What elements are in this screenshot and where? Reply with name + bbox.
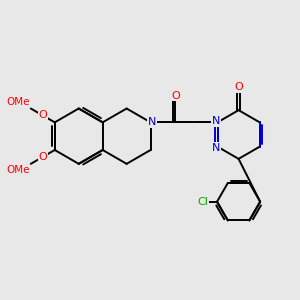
Text: N: N: [212, 116, 220, 126]
Text: OMe: OMe: [6, 97, 29, 107]
Text: O: O: [171, 91, 180, 101]
Text: Cl: Cl: [198, 197, 208, 207]
Text: N: N: [148, 117, 156, 127]
Text: O: O: [234, 82, 243, 92]
Text: OMe: OMe: [6, 165, 29, 175]
Text: O: O: [38, 152, 47, 162]
Text: N: N: [212, 143, 220, 153]
Text: O: O: [38, 110, 47, 120]
